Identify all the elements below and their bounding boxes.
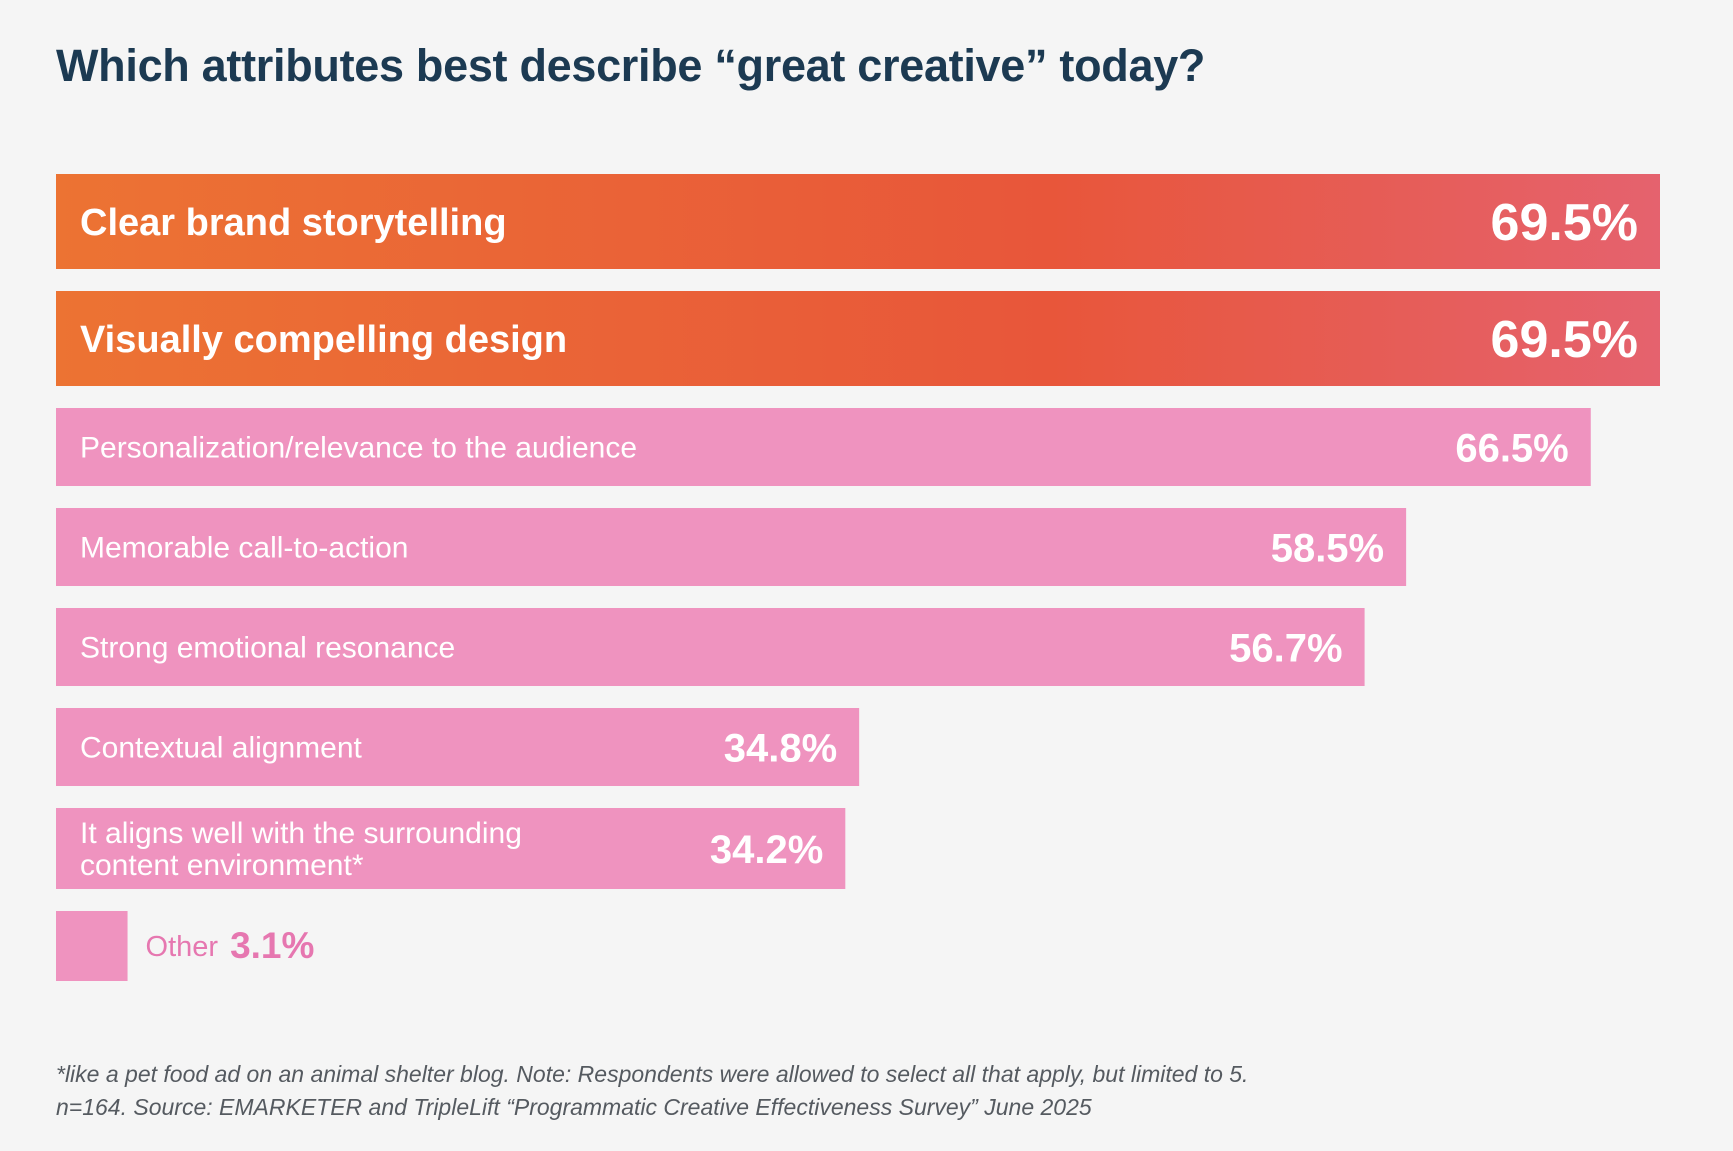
value-label: 66.5% xyxy=(1455,426,1568,470)
value-label: 69.5% xyxy=(1491,194,1638,252)
value-label: 56.7% xyxy=(1229,626,1342,670)
bars-group: Clear brand storytelling 69.5% Visually co… xyxy=(56,174,1660,981)
category-label: Clear brand storytelling xyxy=(80,202,507,244)
category-label: Personalization/relevance to the audienc… xyxy=(80,432,637,465)
value-label: 34.2% xyxy=(710,828,823,872)
category-label: Other xyxy=(146,931,219,963)
footnote: *like a pet food ad on an animal shelter… xyxy=(56,1058,1248,1124)
bar xyxy=(56,911,128,981)
value-label: 34.8% xyxy=(724,726,837,770)
footnote-line: n=164. Source: EMARKETER and TripleLift … xyxy=(56,1094,1092,1120)
value-label: 69.5% xyxy=(1491,311,1638,369)
value-label: 58.5% xyxy=(1271,526,1384,570)
category-label: Contextual alignment xyxy=(80,732,363,765)
bar xyxy=(56,408,1591,486)
category-label: content environment* xyxy=(80,849,364,882)
bar xyxy=(56,708,860,786)
category-label: Visually compelling design xyxy=(80,319,567,361)
value-label: 3.1% xyxy=(230,925,314,966)
category-label: Strong emotional resonance xyxy=(80,632,455,665)
bar xyxy=(56,291,1660,386)
bar xyxy=(56,608,1365,686)
bar xyxy=(56,808,846,889)
category-label: Memorable call-to-action xyxy=(80,532,408,565)
bar xyxy=(56,174,1660,269)
category-label: It aligns well with the surrounding xyxy=(80,817,522,850)
chart-title: Which attributes best describe “great cr… xyxy=(56,40,1206,91)
footnote-line: *like a pet food ad on an animal shelter… xyxy=(56,1061,1249,1087)
bar xyxy=(56,508,1407,586)
